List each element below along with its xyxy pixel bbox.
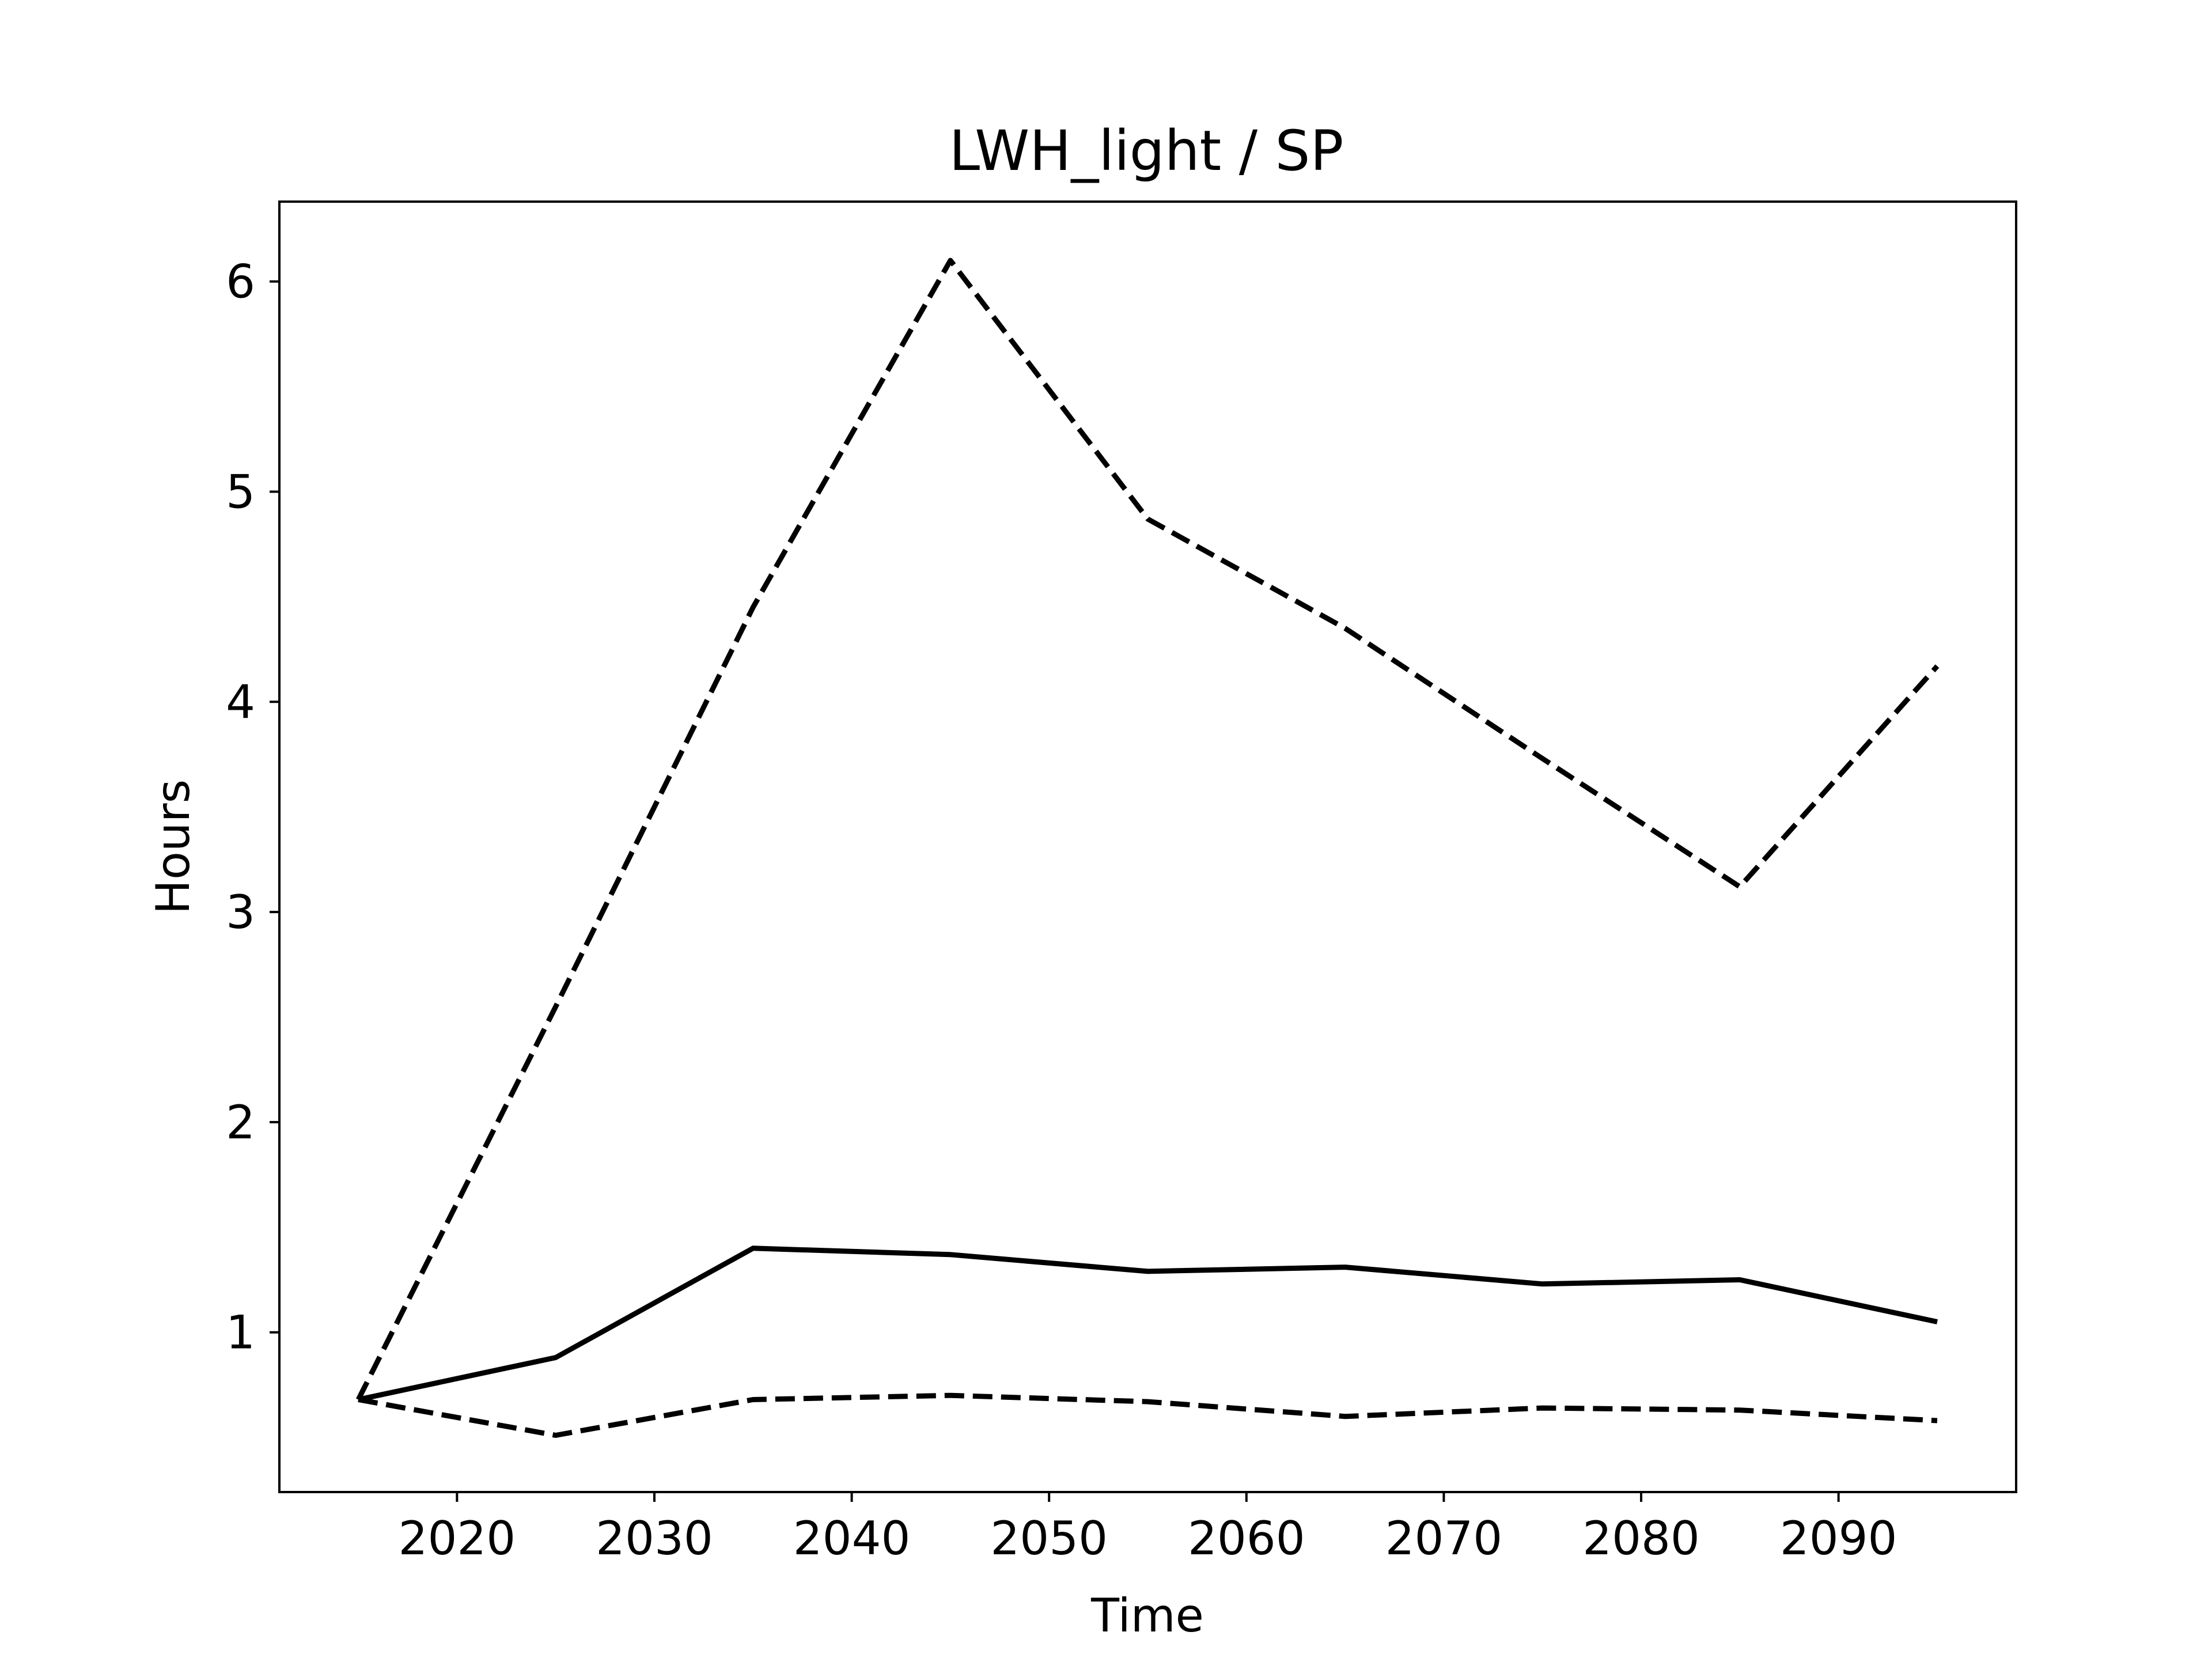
x-tick-label: 2070 — [1385, 1512, 1503, 1565]
x-tick-label: 2020 — [399, 1512, 516, 1565]
x-axis-label: Time — [1090, 1589, 1204, 1642]
y-tick-label: 3 — [226, 885, 255, 939]
x-tick-label: 2080 — [1582, 1512, 1700, 1565]
x-tick-label: 2060 — [1188, 1512, 1305, 1565]
x-axis-ticks: 2020 2030 2040 2050 2060 2070 2080 2090 — [399, 1492, 1897, 1565]
x-tick-label: 2030 — [596, 1512, 713, 1565]
y-tick-label: 6 — [226, 255, 255, 309]
x-tick-label: 2040 — [793, 1512, 911, 1565]
series-line-3 — [358, 1392, 1938, 1438]
x-tick-label: 2090 — [1780, 1512, 1897, 1565]
y-axis-label: Hours — [146, 779, 200, 914]
plot-area-frame — [278, 200, 2017, 1493]
chart-title: LWH_light / SP — [949, 119, 1344, 183]
y-tick-label: 5 — [226, 465, 255, 518]
series-layer — [355, 258, 1940, 1438]
y-tick-label: 4 — [226, 675, 255, 729]
y-axis-ticks: 1 2 3 4 5 6 — [226, 255, 279, 1360]
y-tick-label: 2 — [226, 1096, 255, 1149]
y-tick-label: 1 — [226, 1306, 255, 1360]
x-tick-label: 2050 — [990, 1512, 1108, 1565]
series-line-1 — [358, 1245, 1938, 1402]
series-line-2 — [355, 258, 1940, 1401]
